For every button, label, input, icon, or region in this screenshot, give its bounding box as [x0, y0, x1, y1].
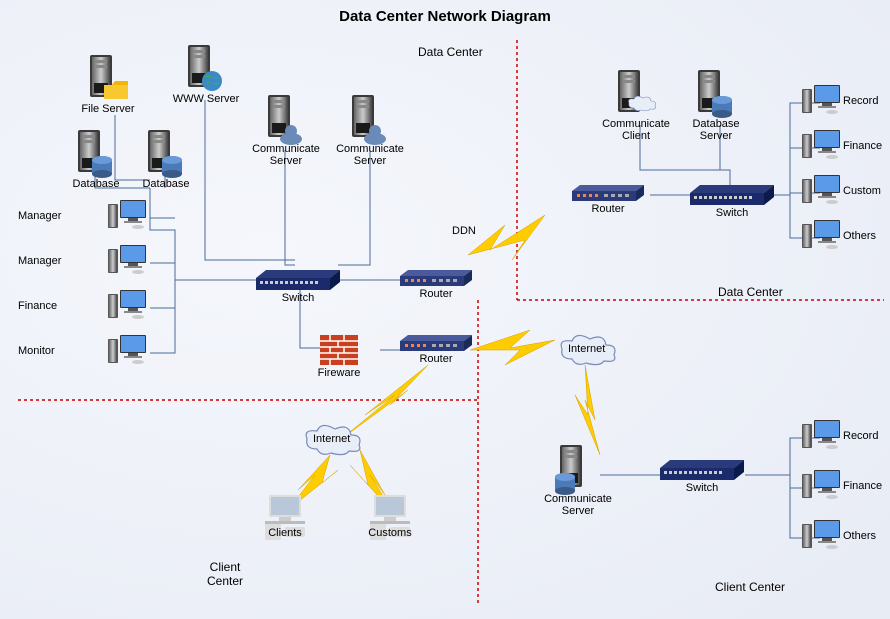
side-label-others_r: Others	[843, 230, 876, 242]
node-comm_client	[618, 70, 656, 112]
side-label-manager1: Manager	[18, 210, 61, 222]
side-label-record_b: Record	[843, 430, 878, 442]
side-label-monitor: Monitor	[18, 345, 55, 357]
diagram-title: Data Center Network Diagram	[339, 8, 551, 25]
label-comm_server1: Communicate Server	[246, 143, 326, 167]
node-comm_server2	[352, 95, 386, 145]
node-database1	[78, 130, 112, 178]
node-manager1	[108, 200, 146, 229]
label-router_r: Router	[563, 203, 653, 215]
side-label-manager2: Manager	[18, 255, 61, 267]
label-fireware: Fireware	[294, 367, 384, 379]
node-custom_r	[802, 175, 840, 204]
label-customs: Customs	[345, 527, 435, 539]
label-switch_r: Switch	[687, 207, 777, 219]
node-switch_b	[660, 460, 744, 480]
label-db_server_r: Database Server	[681, 118, 751, 142]
label-internet_l: Internet	[313, 433, 350, 445]
node-finance_r	[802, 130, 840, 159]
side-label-finance_r: Finance	[843, 140, 882, 152]
node-router_l	[400, 270, 472, 286]
side-label-finance_l: Finance	[18, 300, 57, 312]
label-comm_server_r: Communicate Server	[538, 493, 618, 517]
section-data-center-right: Data Center	[718, 285, 783, 299]
node-switch_l	[256, 270, 340, 290]
label-comm_server2: Communicate Server	[330, 143, 410, 167]
node-comm_server_r	[555, 445, 582, 495]
node-router_b	[400, 335, 472, 351]
label-clients: Clients	[240, 527, 330, 539]
node-comm_server1	[268, 95, 302, 145]
label-comm_client: Communicate Client	[596, 118, 676, 142]
label-switch_b: Switch	[657, 482, 747, 494]
node-file_server	[90, 55, 128, 99]
node-others_r	[802, 220, 840, 249]
node-switch_r	[690, 185, 774, 205]
node-record_b	[802, 420, 840, 449]
label-router_b: Router	[391, 353, 481, 365]
node-record_r	[802, 85, 840, 114]
node-finance_l	[108, 290, 146, 319]
node-monitor	[108, 335, 146, 364]
node-www_server	[188, 45, 222, 91]
node-database2	[148, 130, 182, 178]
label-switch_l: Switch	[253, 292, 343, 304]
node-manager2	[108, 245, 146, 274]
side-label-others_b: Others	[843, 530, 876, 542]
label-internet_r: Internet	[568, 343, 605, 355]
label-database2: Database	[121, 178, 211, 190]
section-client-center-left: Client Center	[200, 560, 250, 588]
node-others_b	[802, 520, 840, 549]
node-db_server_r	[698, 70, 732, 118]
node-fireware	[320, 335, 358, 365]
node-finance_b	[802, 470, 840, 499]
side-label-finance_b: Finance	[843, 480, 882, 492]
side-label-custom_r: Custom	[843, 185, 881, 197]
section-data-center-left: Data Center	[418, 45, 483, 59]
label-www_server: WWW Server	[161, 93, 251, 105]
node-router_r	[572, 185, 644, 201]
side-label-record_r: Record	[843, 95, 878, 107]
section-client-center-right: Client Center	[715, 580, 785, 594]
diagram-canvas	[0, 0, 890, 619]
label-router_l: Router	[391, 288, 481, 300]
ddn-label: DDN	[452, 225, 476, 237]
label-file_server: File Server	[63, 103, 153, 115]
